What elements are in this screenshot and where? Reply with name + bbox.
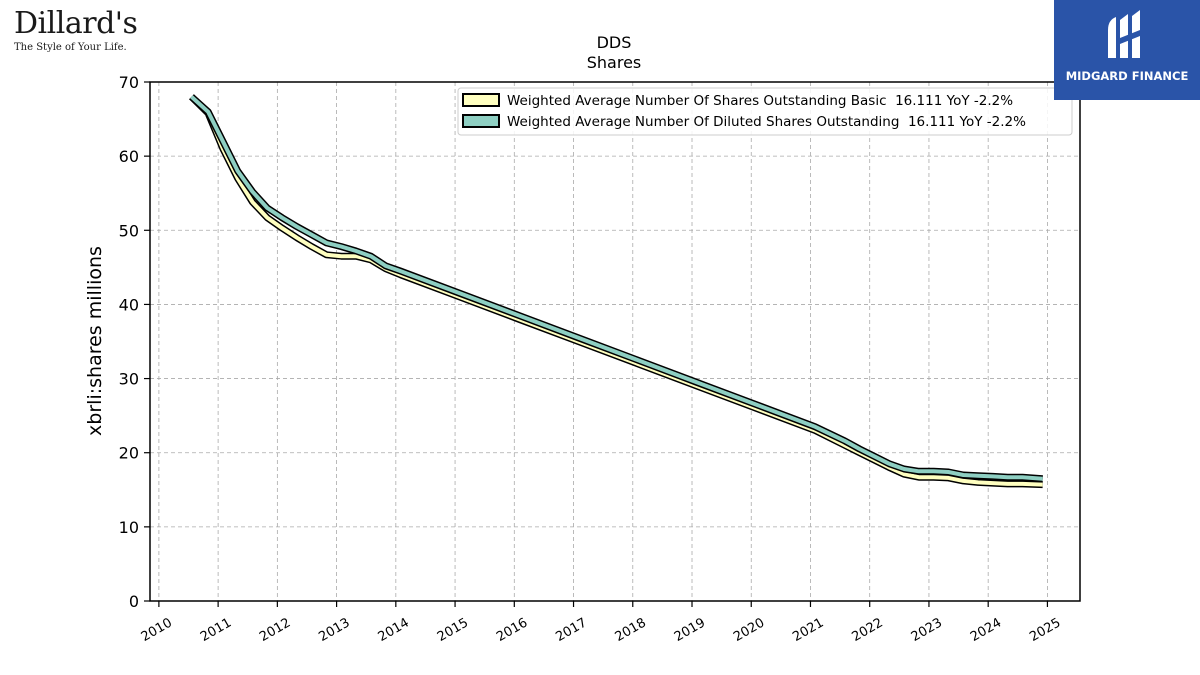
x-tick-label: 2025 <box>1027 615 1063 645</box>
y-tick-label: 30 <box>119 370 139 389</box>
legend-box <box>457 87 1073 136</box>
x-tick-label: 2020 <box>731 615 767 645</box>
legend-label-basic: Weighted Average Number Of Shares Outsta… <box>507 93 1013 109</box>
plot-frame <box>149 81 1081 602</box>
x-tick-label: 2017 <box>553 615 589 645</box>
x-tick-label: 2015 <box>435 615 471 645</box>
legend-swatch-basic <box>462 93 500 107</box>
series-outline <box>189 94 1043 489</box>
series-line-basic <box>189 94 1043 489</box>
legend: Weighted Average Number Of Shares Outsta… <box>457 87 1073 136</box>
x-tick-label: 2016 <box>494 615 530 645</box>
y-tick-label: 20 <box>119 444 139 463</box>
grid-lines <box>150 81 1080 602</box>
x-tick-label: 2013 <box>316 615 352 645</box>
series-fill <box>190 95 1043 481</box>
y-tick-label: 10 <box>119 518 139 537</box>
y-axis: 0 10 20 30 40 50 60 70 <box>119 73 150 611</box>
x-tick-label: 2023 <box>909 615 945 645</box>
x-tick-label: 2019 <box>672 615 708 645</box>
watermark-name: MIDGARD FINANCE <box>1065 69 1189 83</box>
midgard-emblem-icon <box>1108 10 1140 58</box>
y-tick-label: 50 <box>119 221 139 240</box>
x-tick-label: 2010 <box>139 615 175 645</box>
x-tick-label: 2022 <box>850 615 886 645</box>
brand-tagline: The Style of Your Life. <box>14 42 127 53</box>
y-tick-label: 60 <box>119 147 139 166</box>
brand-name: Dillard's <box>14 6 138 41</box>
x-tick-label: 2012 <box>257 615 293 645</box>
chart-title: DDS <box>597 33 632 52</box>
x-tick-label: 2024 <box>968 615 1004 645</box>
midgard-finance-logo: MIDGARD FINANCE <box>1054 0 1200 100</box>
y-tick-label: 0 <box>129 592 139 611</box>
x-tick-label: 2011 <box>198 615 234 645</box>
series-fill <box>190 95 1043 487</box>
chart-subtitle: Shares <box>587 53 642 72</box>
legend-label-diluted: Weighted Average Number Of Diluted Share… <box>507 114 1026 130</box>
legend-swatch-diluted <box>462 114 500 128</box>
y-axis-label: xbrli:shares millions <box>84 246 106 436</box>
series-outline <box>189 94 1043 483</box>
x-axis: 2010 2011 2012 2013 2014 2015 2016 2017 2018 2019… <box>139 601 1063 645</box>
x-tick-label: 2021 <box>790 615 826 645</box>
series-line-diluted <box>189 94 1043 483</box>
y-tick-label: 40 <box>119 295 139 314</box>
x-tick-label: 2014 <box>376 615 412 645</box>
series-lines <box>189 94 1043 489</box>
y-tick-label: 70 <box>119 73 139 92</box>
dillards-logo: Dillard's The Style of Your Life. <box>6 4 138 56</box>
x-tick-label: 2018 <box>613 615 649 645</box>
